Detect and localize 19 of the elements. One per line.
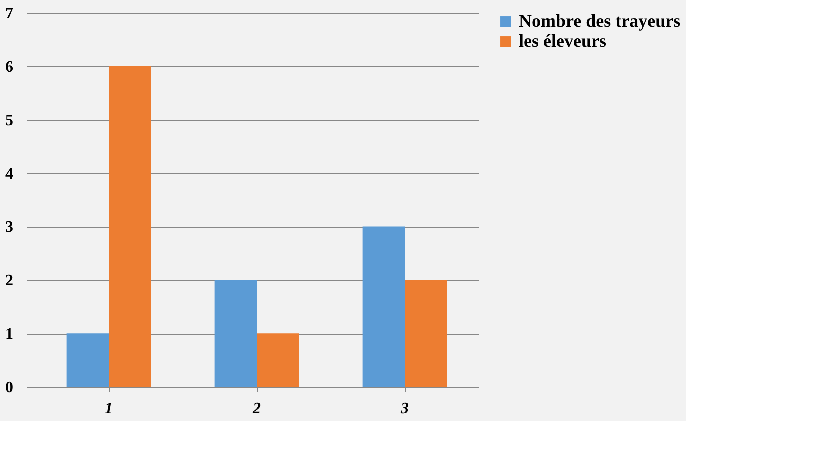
bar (109, 66, 152, 387)
x-tick-label: 1 (105, 400, 113, 418)
y-tick-label: 6 (6, 58, 14, 76)
y-tick-label: 7 (6, 6, 14, 22)
y-tick-label: 0 (6, 380, 14, 396)
y-tick-label: 2 (6, 272, 14, 290)
bar (214, 280, 257, 387)
x-tick-label: 3 (400, 400, 409, 418)
bar (257, 334, 300, 387)
y-tick-label: 4 (6, 166, 14, 183)
y-tick-label: 3 (6, 219, 14, 236)
legend-label: les éleveurs (519, 31, 606, 51)
bar (362, 226, 405, 387)
x-tick-label: 2 (252, 400, 261, 418)
y-tick-label: 5 (6, 112, 14, 130)
legend-label: Nombre des trayeurs (519, 11, 681, 31)
bar (405, 280, 448, 387)
bar (66, 334, 109, 387)
y-tick-label: 1 (6, 326, 14, 344)
